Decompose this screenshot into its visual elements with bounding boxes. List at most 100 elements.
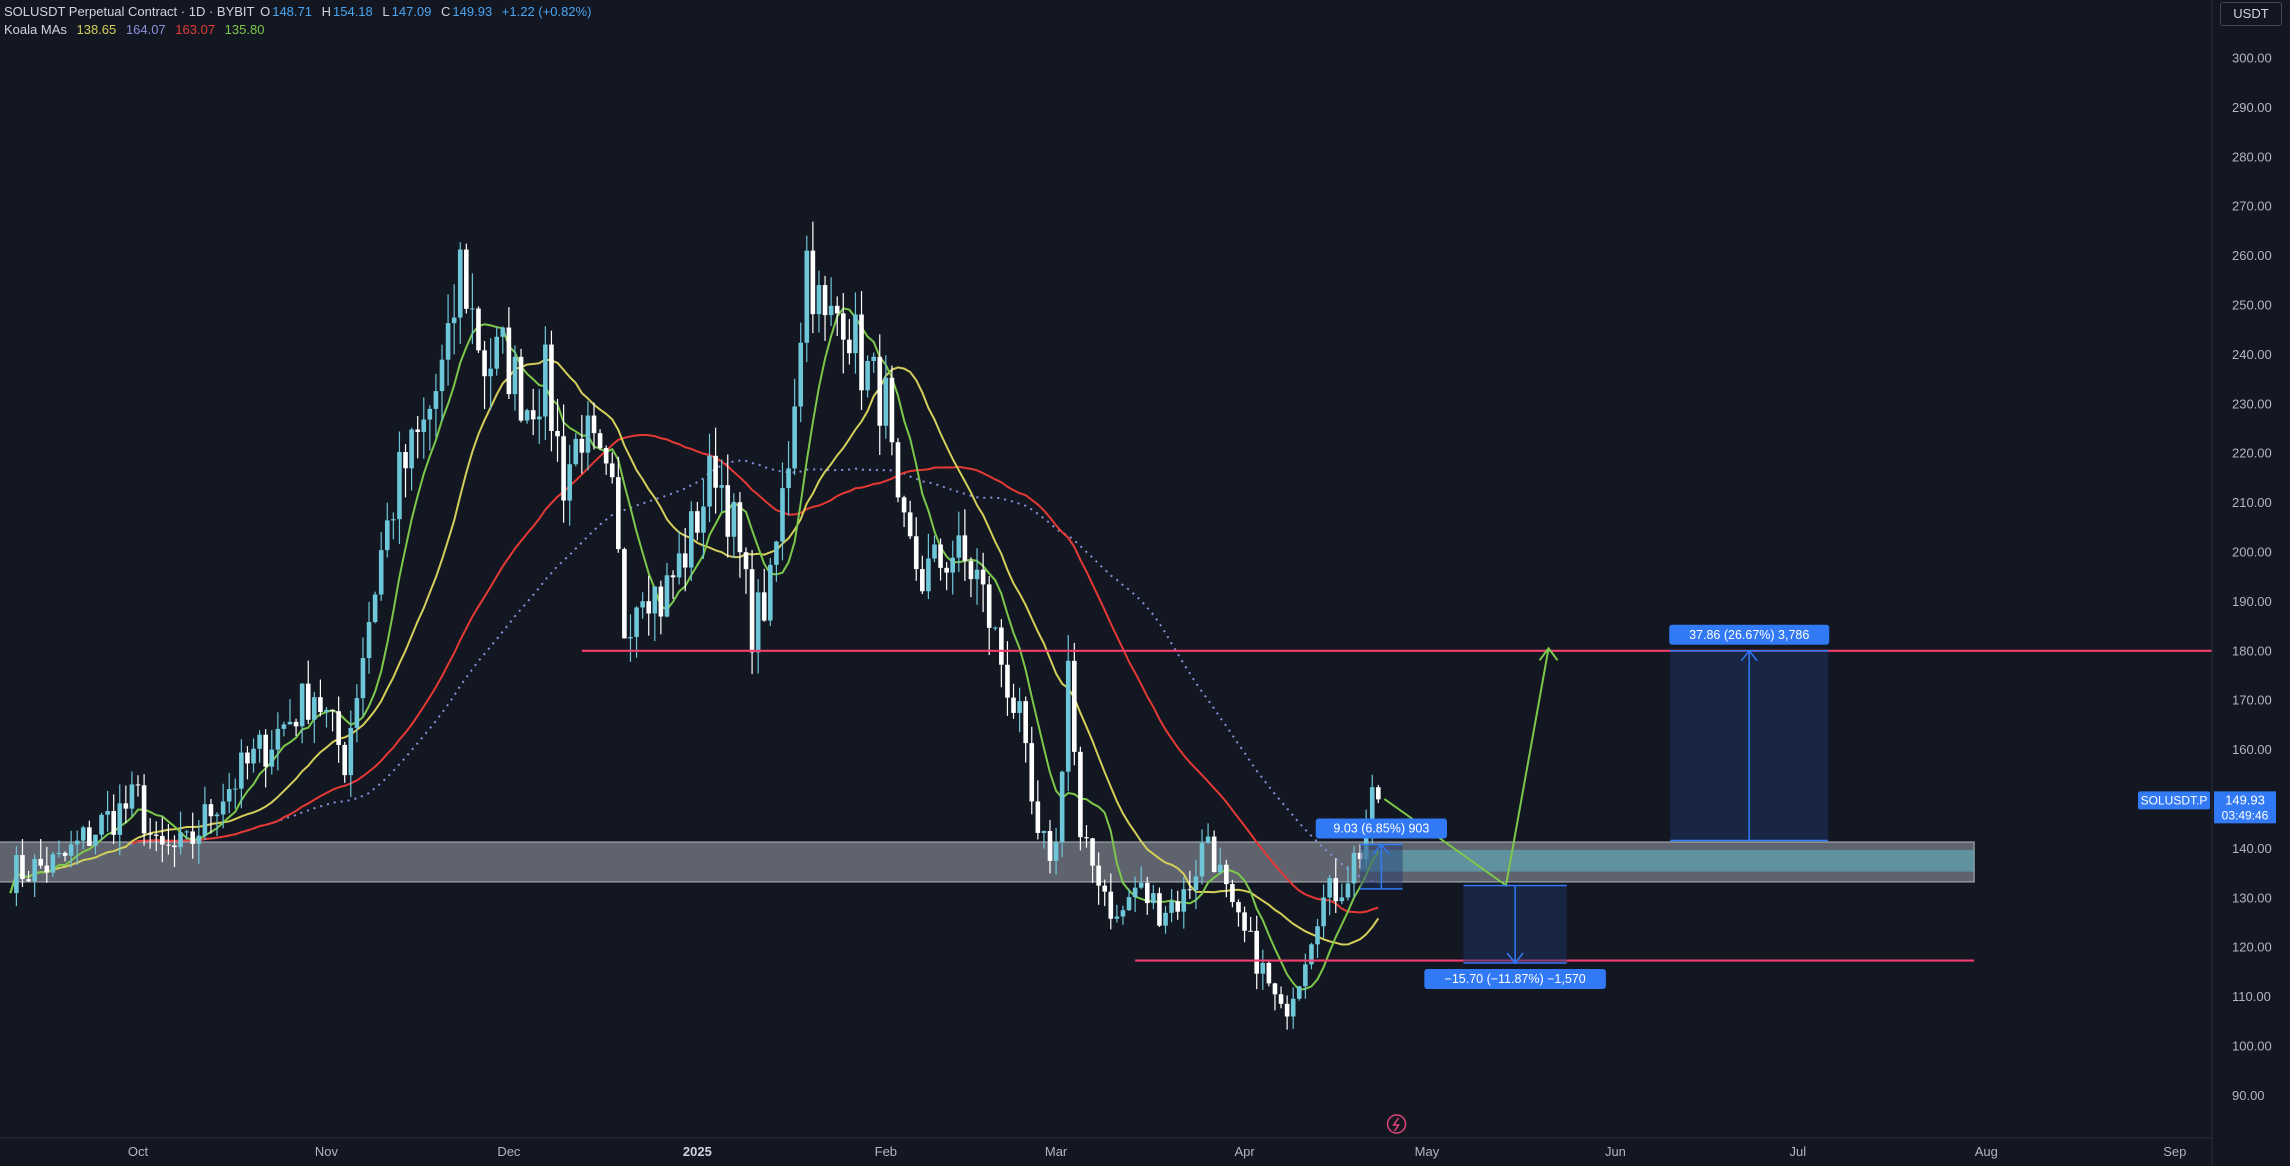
- indicator-header[interactable]: Koala MAs 138.65 164.07 163.07 135.80: [4, 22, 266, 37]
- measure-arrowhead: [1506, 952, 1524, 965]
- time-tick-label: Feb: [875, 1144, 897, 1159]
- candle-body: [524, 410, 530, 421]
- candle-body: [518, 356, 524, 421]
- candle-body: [372, 594, 378, 623]
- candle-body: [682, 553, 688, 568]
- price-tick-label: 90.00: [2232, 1088, 2265, 1103]
- price-tick-label: 200.00: [2232, 545, 2272, 560]
- candle-body: [384, 520, 390, 551]
- candle-body: [603, 447, 609, 464]
- candle-body: [1303, 964, 1308, 987]
- candle-body: [141, 785, 147, 834]
- candle-body: [926, 558, 931, 592]
- quote-currency-button[interactable]: USDT: [2220, 2, 2282, 26]
- price-tick-label: 100.00: [2232, 1039, 2272, 1054]
- candle-body: [561, 436, 566, 501]
- time-tick-label: 2025: [683, 1144, 712, 1159]
- candle-body: [451, 317, 457, 324]
- ma-value-4: 135.80: [224, 22, 265, 37]
- candle-body: [172, 845, 177, 848]
- candle-body: [190, 831, 196, 844]
- symbol-price-tag: [2138, 791, 2210, 810]
- candle-body: [1266, 962, 1272, 984]
- candle-body: [1351, 852, 1357, 884]
- candle-body: [445, 323, 451, 360]
- candle-body: [725, 485, 731, 537]
- candle-body: [1199, 843, 1205, 877]
- candle-body: [470, 308, 475, 310]
- candle-body: [293, 721, 299, 727]
- candle-body: [573, 438, 579, 465]
- time-tick-label: Mar: [1045, 1144, 1068, 1159]
- candle-body: [232, 788, 238, 790]
- candle-body: [986, 584, 992, 628]
- candle-body: [360, 658, 366, 699]
- candle-body: [56, 852, 62, 855]
- candle-body: [1211, 836, 1217, 873]
- candle-body: [1296, 986, 1302, 999]
- candle-body: [391, 519, 396, 521]
- candle-body: [1169, 901, 1174, 913]
- candle-body: [269, 749, 275, 767]
- candle-body: [166, 844, 171, 846]
- candle-body: [609, 463, 615, 478]
- candle-body: [239, 752, 244, 789]
- candle-body: [676, 553, 682, 578]
- candle-body: [44, 865, 50, 873]
- measure-label-box: [1669, 624, 1830, 645]
- candle-body: [196, 835, 202, 844]
- candle-body: [828, 305, 834, 316]
- candle-body: [597, 433, 603, 448]
- ohlc-high-key: H: [321, 4, 331, 19]
- candle-body: [780, 488, 785, 542]
- candle-body: [743, 552, 749, 570]
- measure-label: −15.70 (−11.87%) −1,570: [1445, 972, 1586, 986]
- candle-body: [378, 550, 384, 595]
- candle-body: [488, 368, 493, 377]
- candle-body: [160, 835, 165, 845]
- candle-body: [305, 683, 311, 720]
- candle-body: [901, 497, 907, 513]
- candle-body: [701, 506, 706, 533]
- candles-layer: [14, 221, 1381, 1030]
- candle-body: [105, 811, 110, 815]
- ma-value-2: 164.07: [125, 22, 166, 37]
- ohlc-close-value: 149.93: [452, 4, 493, 19]
- price-change: +1.22 (+0.82%): [501, 4, 592, 19]
- moving-average-layer: [9, 307, 1380, 992]
- candle-body: [354, 698, 360, 728]
- last-price-value: 149.93: [2225, 792, 2265, 807]
- candle-body: [640, 601, 645, 608]
- candle-body: [336, 711, 341, 745]
- candle-body: [1151, 893, 1156, 904]
- candle-body: [348, 727, 354, 776]
- measure-label: 9.03 (6.85%) 903: [1333, 821, 1429, 835]
- candle-body: [147, 833, 153, 835]
- candle-body: [1078, 751, 1083, 838]
- candle-body: [719, 485, 724, 488]
- candle-body: [38, 858, 44, 866]
- price-tick-label: 290.00: [2232, 100, 2272, 115]
- candle-body: [1236, 902, 1241, 913]
- candle-body: [907, 512, 913, 537]
- candle-body: [20, 854, 25, 880]
- candle-body: [342, 744, 348, 776]
- candle-body: [877, 356, 883, 426]
- candle-body: [1193, 876, 1199, 891]
- candle-body: [1102, 885, 1108, 892]
- candle-body: [1059, 771, 1065, 843]
- price-tick-label: 270.00: [2232, 199, 2272, 214]
- candle-body: [804, 250, 810, 343]
- time-tick-label: Sep: [2163, 1144, 2186, 1159]
- ohlc-low-key: L: [382, 4, 390, 19]
- candle-body: [32, 858, 37, 882]
- time-tick-label: Apr: [1234, 1144, 1255, 1159]
- symbol-title: SOLUSDT Perpetual Contract · 1D · BYBIT: [4, 4, 255, 19]
- candle-body: [543, 344, 548, 417]
- candle-body: [913, 536, 919, 570]
- ohlc-open-value: 148.71: [272, 4, 312, 19]
- candle-body: [792, 406, 797, 469]
- candle-body: [1023, 701, 1028, 744]
- candle-body: [980, 569, 986, 585]
